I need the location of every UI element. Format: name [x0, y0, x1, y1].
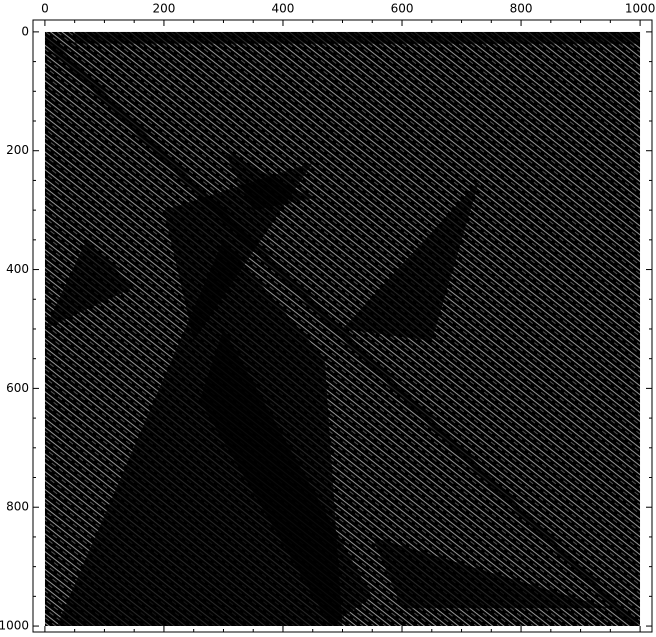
x-tick-label: 200 [152, 2, 175, 16]
y-tick-label: 200 [6, 143, 29, 157]
chart: 0 200 400 600 800 1000 0 200 400 600 800 1000 [0, 0, 656, 637]
x-tick-label: 0 [41, 2, 49, 16]
y-tick-label: 1000 [0, 619, 29, 633]
y-tick-label: 600 [6, 381, 29, 395]
y-tick-label: 800 [6, 500, 29, 514]
page: {"chart_data": {"type": "image", "xlim":… [0, 0, 656, 637]
image [45, 32, 640, 626]
x-tick-label: 800 [510, 2, 533, 16]
x-tick-label: 400 [272, 2, 295, 16]
x-tick-label: 600 [391, 2, 414, 16]
image-region [75, 32, 640, 44]
y-tick-label: 400 [6, 262, 29, 276]
x-tick-label: 1000 [625, 2, 656, 16]
y-tick-label: 0 [21, 24, 29, 38]
